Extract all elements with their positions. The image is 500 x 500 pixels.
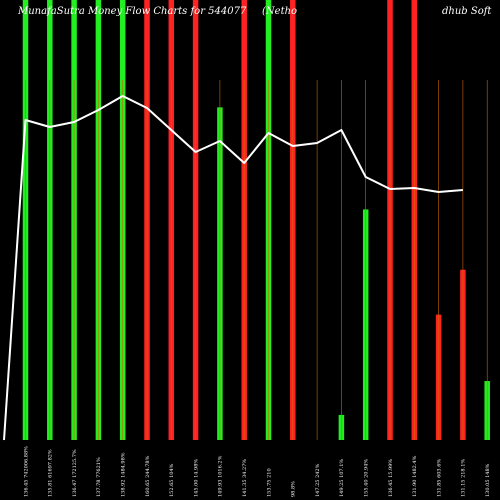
tick-labels-layer: 136.45 742006.88% 135.81 61697.82% 136.47 … <box>23 446 491 497</box>
x-tick-label: 145.00 14.98% <box>193 459 199 497</box>
thin-lines-layer <box>25 80 488 440</box>
price-line <box>3 95 463 441</box>
x-tick-label: 137.78 77621% <box>96 457 102 497</box>
x-tick-label: 135.81 61697.82% <box>48 449 54 497</box>
x-tick-label: 130.05 148% <box>485 463 491 497</box>
x-tick-label: 149.93 1016.2% <box>218 455 224 497</box>
price-line-layer <box>3 95 463 441</box>
x-tick-label: 131.85 603.6% <box>436 459 442 497</box>
x-tick-label: 149.25 107.1% <box>339 459 345 497</box>
chart-title-left: MunafaSutra Money Flow Charts for 544077 <box>17 6 247 17</box>
x-tick-label: 136.45 15.99% <box>388 459 394 497</box>
x-tick-label: 152.65 104% <box>169 463 175 497</box>
chart-title-middle: (Netho <box>262 6 297 17</box>
x-tick-label: 155.40 20.94% <box>364 459 370 497</box>
x-tick-label: 160.65 244.78% <box>145 455 151 497</box>
x-tick-label: 131.15 218.1% <box>461 459 467 497</box>
x-tick-label: 153.75 210 <box>266 468 272 497</box>
x-tick-label: 147.25 242% <box>315 463 321 497</box>
x-tick-label: 136.47 172125.7% <box>72 449 78 497</box>
x-tick-label: 136.45 742006.88% <box>23 446 29 497</box>
x-tick-label: 131.90 1482.4% <box>412 455 418 497</box>
chart-title-right: dhub Soft <box>442 6 492 17</box>
x-tick-label: 141.35 34.27% <box>242 459 248 497</box>
x-tick-label: 138.92 1484.98% <box>121 452 127 497</box>
x-tick-label: 98.8% <box>291 481 297 497</box>
